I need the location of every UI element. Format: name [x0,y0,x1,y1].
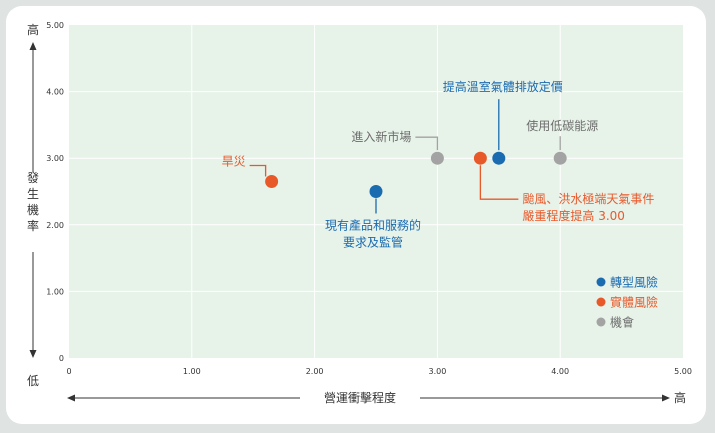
x-tick-labels: 0 1.00 2.00 3.00 4.00 5.00 [66,367,691,376]
x-axis-high-label: 高 [674,390,686,405]
x-tick-label: 0 [66,367,71,376]
point-label: 旱災 [222,155,246,169]
x-axis-label: 營運衝擊程度 [324,390,396,405]
y-axis-high-label: 高 [27,22,39,37]
legend-marker [596,277,606,287]
y-axis-down-arrowhead [29,350,37,358]
y-tick-label: 4.00 [46,88,64,97]
y-axis-up-arrowhead [29,42,37,50]
leader-line [479,165,519,200]
point-label: 颱風、洪水極端天氣事件嚴重程度提高 3.00 [522,191,654,223]
x-tick-label: 4.00 [551,367,569,376]
legend-marker [596,317,606,327]
y-tick-label: 5.00 [46,21,64,30]
data-points [265,151,567,198]
grid-lines [69,25,683,358]
data-point [473,151,487,165]
legend-label: 機會 [610,315,634,330]
x-tick-label: 5.00 [674,367,692,376]
x-axis-right-arrowhead [662,394,670,402]
leader-line [249,164,267,177]
point-label: 進入新市場 [351,129,411,144]
y-tick-label: 3.00 [46,154,64,163]
data-point [492,151,506,165]
legend-marker [596,297,606,307]
y-tick-label: 0 [59,354,64,363]
legend-label: 實體風險 [610,295,658,310]
data-point [553,151,567,165]
point-label: 使用低碳能源 [526,118,598,133]
data-point [369,185,383,198]
point-label: 現有產品和服務的要求及監管 [325,218,421,250]
x-tick-label: 1.00 [183,367,201,376]
data-point [430,151,444,165]
x-tick-label: 3.00 [428,367,446,376]
y-tick-labels: 0 1.00 2.00 3.00 4.00 5.00 [46,21,64,363]
y-tick-label: 1.00 [46,287,64,296]
label-leader-lines [249,99,561,214]
y-tick-label: 2.00 [46,221,64,230]
data-point [265,175,279,189]
y-axis-label: 發生機率 [27,170,39,233]
legend-label: 轉型風險 [610,275,658,290]
leader-line [415,136,439,151]
x-tick-label: 2.00 [306,367,324,376]
x-axis-left-arrowhead [67,394,75,402]
point-label: 提高溫室氣體排放定價 [443,79,563,94]
axis-low-label: 低 [27,374,39,388]
